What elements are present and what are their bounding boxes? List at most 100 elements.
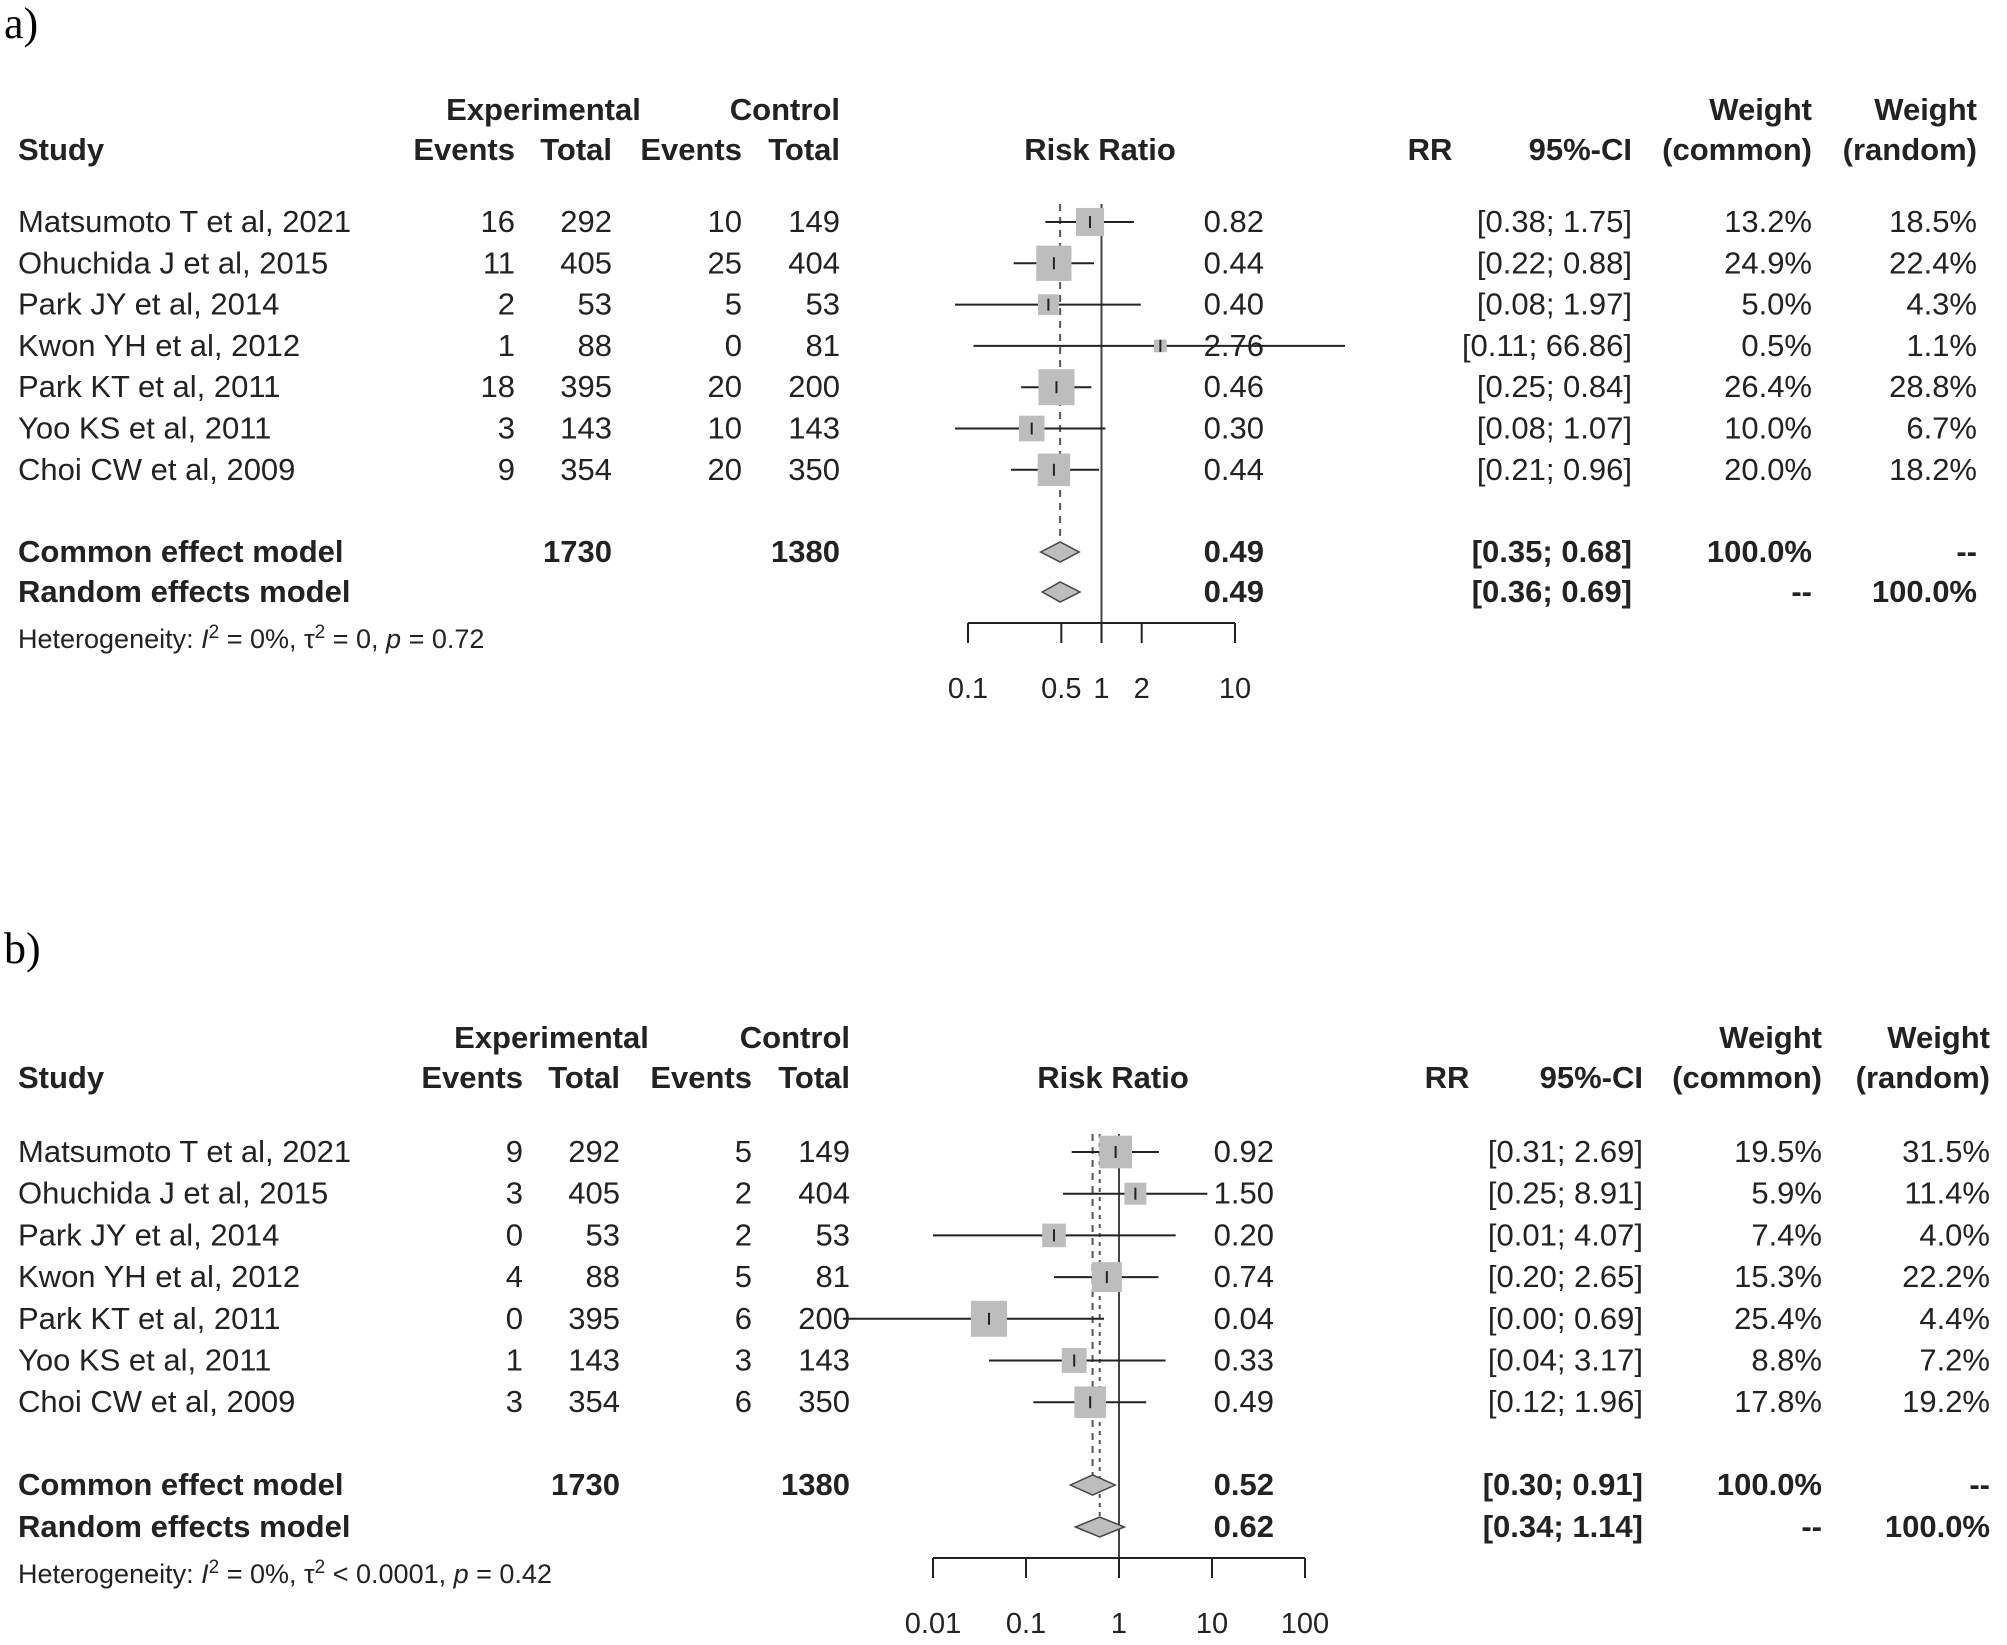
summary-exp-total: 1730 — [543, 534, 612, 569]
exp-total: 405 — [568, 1176, 620, 1211]
header-exp-total: Total — [548, 1060, 620, 1095]
summary-exp-total: 1730 — [551, 1467, 620, 1502]
exp-events: 2 — [498, 287, 515, 322]
header-experimental: Experimental — [454, 1020, 649, 1055]
ctl-events: 6 — [735, 1384, 752, 1419]
weight-random-value: 18.5% — [1889, 204, 1977, 239]
weight-common-value: 24.9% — [1724, 245, 1812, 280]
ctl-total: 404 — [798, 1176, 850, 1211]
weight-random-value: 7.2% — [1919, 1343, 1990, 1378]
panel-label: b) — [4, 924, 41, 973]
study-name: Yoo KS et al, 2011 — [18, 1343, 271, 1378]
summary-ci: [0.35; 0.68] — [1472, 534, 1632, 569]
study-row: Ohuchida J et al, 2015 3 405 2 404 1.50 [0.25;… — [18, 1176, 1990, 1211]
study-row: Park KT et al, 2011 0 395 6 200 0.04 [0.00; 0.… — [18, 1300, 1990, 1337]
rr-value: 0.33 — [1214, 1343, 1274, 1378]
header-weight-common: Weight — [1719, 1020, 1822, 1055]
heterogeneity-part: < 0.0001, — [325, 1559, 453, 1589]
ctl-events: 25 — [708, 245, 742, 280]
weight-random-value: 19.2% — [1902, 1384, 1990, 1419]
weight-common-value: 8.8% — [1751, 1343, 1822, 1378]
x-tick-label: 0.1 — [1006, 1608, 1046, 1640]
heterogeneity-text: Heterogeneity: I2 = 0%, τ2 < 0.0001, p =… — [18, 1557, 552, 1590]
header-rr: RR — [1425, 1060, 1470, 1095]
weight-random-value: 4.3% — [1906, 287, 1977, 322]
summary-weight-random: -- — [1969, 1467, 1990, 1502]
rr-value: 0.92 — [1214, 1134, 1274, 1169]
summary-name: Random effects model — [18, 1509, 350, 1544]
header-study: Study — [18, 1060, 105, 1095]
study-row: Park KT et al, 2011 18 395 20 200 0.46 [0.25; … — [18, 369, 1977, 406]
ci-value: [0.25; 0.84] — [1477, 369, 1632, 404]
heterogeneity-part: 2 — [315, 622, 326, 643]
heterogeneity-part: Heterogeneity: — [18, 1559, 201, 1589]
ctl-events: 6 — [735, 1301, 752, 1336]
exp-total: 354 — [568, 1384, 620, 1419]
ctl-total: 200 — [788, 369, 840, 404]
ci-value: [0.12; 1.96] — [1488, 1384, 1643, 1419]
heterogeneity-part: p — [385, 624, 401, 654]
exp-events: 3 — [506, 1176, 523, 1211]
header-risk-ratio: Risk Ratio — [1024, 132, 1176, 167]
exp-events: 11 — [483, 245, 515, 280]
summary-name: Common effect model — [18, 534, 344, 569]
heterogeneity-part: 2 — [209, 1557, 220, 1578]
ci-value: [0.01; 4.07] — [1488, 1217, 1643, 1252]
summary-name: Common effect model — [18, 1467, 344, 1502]
study-row: Yoo KS et al, 2011 3 143 10 143 0.30 [0.08; 1.… — [18, 411, 1977, 446]
heterogeneity-part: 2 — [209, 622, 220, 643]
study-name: Yoo KS et al, 2011 — [18, 411, 271, 446]
summary-ci: [0.30; 0.91] — [1483, 1467, 1643, 1502]
header-weight-random: Weight — [1874, 92, 1977, 127]
exp-total: 395 — [560, 369, 612, 404]
header-weight-random: Weight — [1887, 1020, 1990, 1055]
study-row: Park JY et al, 2014 2 53 5 53 0.40 [0.08; 1.97… — [18, 287, 1977, 322]
heterogeneity-part: I — [201, 1559, 209, 1589]
ctl-events: 5 — [725, 287, 742, 322]
forest-panel-b: b) Experimental Control Weight Weight Study Ev… — [4, 924, 1990, 1640]
exp-events: 18 — [481, 369, 515, 404]
study-row: Choi CW et al, 2009 3 354 6 350 0.49 [0.12; 1.… — [18, 1384, 1990, 1419]
study-row: Ohuchida J et al, 2015 11 405 25 404 0.44 [0.2… — [18, 245, 1977, 281]
ctl-total: 350 — [798, 1384, 850, 1419]
header-weight-common-sub: (common) — [1662, 132, 1812, 167]
ctl-events: 10 — [708, 411, 742, 446]
weight-random-value: 22.4% — [1889, 245, 1977, 280]
heterogeneity-part: Heterogeneity: — [18, 624, 201, 654]
study-name: Ohuchida J et al, 2015 — [18, 1176, 328, 1211]
summary-ctl-total: 1380 — [781, 1467, 850, 1502]
header-exp-events: Events — [413, 132, 515, 167]
header-weight-random-sub: (random) — [1856, 1060, 1990, 1095]
weight-random-value: 11.4% — [1904, 1176, 1990, 1211]
x-tick-label: 1 — [1111, 1608, 1127, 1640]
weight-common-value: 20.0% — [1724, 452, 1812, 487]
exp-events: 9 — [498, 452, 515, 487]
weight-common-value: 19.5% — [1734, 1134, 1822, 1169]
x-tick-label: 0.5 — [1041, 673, 1081, 705]
weight-random-value: 4.0% — [1919, 1217, 1990, 1252]
ctl-total: 143 — [788, 411, 840, 446]
summary-weight-common: -- — [1791, 574, 1812, 609]
ctl-events: 2 — [735, 1176, 752, 1211]
weight-common-value: 5.0% — [1741, 287, 1812, 322]
exp-total: 53 — [586, 1217, 620, 1252]
exp-events: 9 — [506, 1134, 523, 1169]
heterogeneity-part: = 0%, — [219, 1559, 304, 1589]
rr-value: 0.44 — [1204, 452, 1264, 487]
summary-diamond — [1073, 1516, 1127, 1538]
study-name: Park JY et al, 2014 — [18, 287, 279, 322]
ctl-total: 53 — [816, 1217, 850, 1252]
weight-common-value: 5.9% — [1751, 1176, 1822, 1211]
heterogeneity-part: 2 — [315, 1557, 326, 1578]
ctl-total: 350 — [788, 452, 840, 487]
header-control: Control — [740, 1020, 850, 1055]
ctl-total: 81 — [806, 328, 840, 363]
summary-weight-common: 100.0% — [1717, 1467, 1822, 1502]
rr-value: 0.20 — [1214, 1217, 1274, 1252]
ctl-total: 143 — [798, 1343, 850, 1378]
weight-common-value: 13.2% — [1724, 204, 1812, 239]
study-name: Choi CW et al, 2009 — [18, 452, 295, 487]
ci-value: [0.08; 1.97] — [1477, 287, 1632, 322]
exp-events: 0 — [506, 1301, 523, 1336]
heterogeneity-part: I — [201, 624, 209, 654]
